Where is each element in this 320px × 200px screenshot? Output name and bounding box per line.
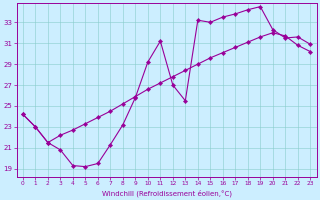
X-axis label: Windchill (Refroidissement éolien,°C): Windchill (Refroidissement éolien,°C) <box>101 189 232 197</box>
